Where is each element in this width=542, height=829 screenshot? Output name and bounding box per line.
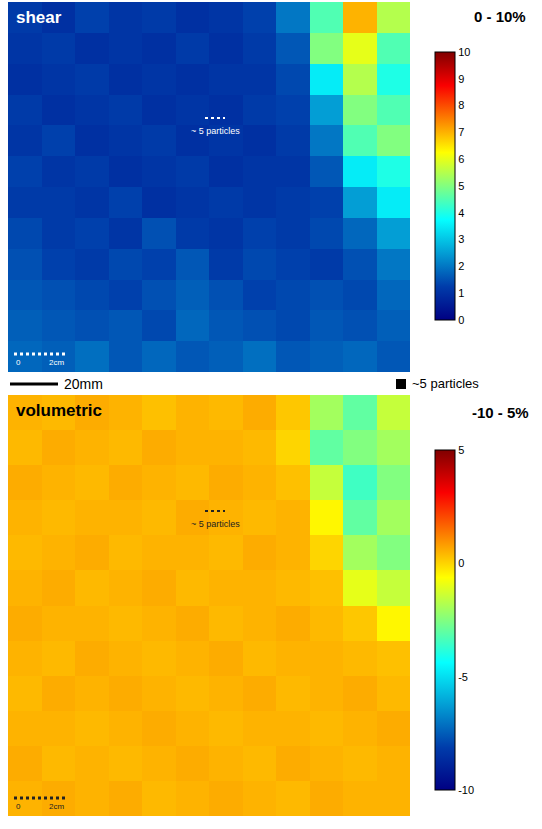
svg-text:2: 2 bbox=[458, 260, 464, 272]
svg-text:3: 3 bbox=[458, 233, 464, 245]
svg-text:volumetric: volumetric bbox=[16, 401, 102, 420]
svg-text:20mm: 20mm bbox=[64, 376, 103, 392]
svg-text:-10: -10 bbox=[458, 784, 474, 796]
svg-text:0: 0 bbox=[16, 358, 21, 367]
svg-text:2cm: 2cm bbox=[49, 358, 64, 367]
svg-text:2cm: 2cm bbox=[49, 802, 64, 811]
svg-text:5: 5 bbox=[458, 180, 464, 192]
svg-text:0: 0 bbox=[16, 802, 21, 811]
svg-text:~5 particles: ~5 particles bbox=[412, 376, 479, 391]
svg-text:10: 10 bbox=[458, 46, 470, 58]
svg-text:0 - 10%: 0 - 10% bbox=[474, 8, 526, 25]
svg-text:-10 - 5%: -10 - 5% bbox=[472, 404, 529, 421]
svg-text:9: 9 bbox=[458, 73, 464, 85]
svg-text:0: 0 bbox=[458, 557, 464, 569]
svg-text:7: 7 bbox=[458, 126, 464, 138]
svg-text:shear: shear bbox=[16, 8, 62, 27]
svg-text:8: 8 bbox=[458, 99, 464, 111]
svg-text:0: 0 bbox=[458, 314, 464, 326]
svg-text:4: 4 bbox=[458, 207, 464, 219]
svg-text:~ 5 particles: ~ 5 particles bbox=[191, 126, 240, 136]
svg-text:5: 5 bbox=[458, 444, 464, 456]
svg-text:~ 5 particles: ~ 5 particles bbox=[191, 519, 240, 529]
svg-text:6: 6 bbox=[458, 153, 464, 165]
svg-text:1: 1 bbox=[458, 287, 464, 299]
svg-text:-5: -5 bbox=[458, 671, 468, 683]
